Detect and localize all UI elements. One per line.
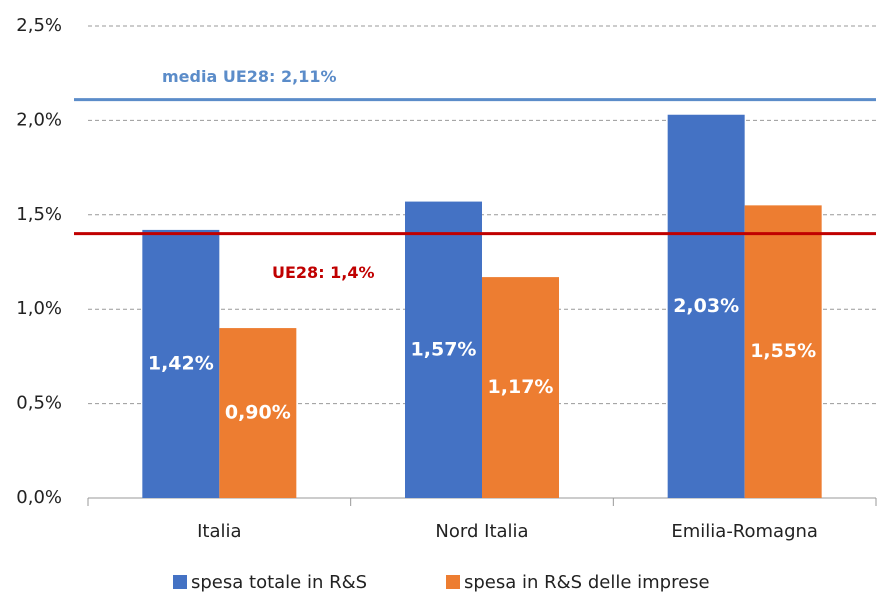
value-label: 1,42% xyxy=(148,352,214,374)
x-tick-label: Italia xyxy=(197,521,241,542)
value-label: 1,55% xyxy=(750,340,816,362)
value-label: 2,03% xyxy=(673,295,739,317)
y-tick-label: 1,0% xyxy=(16,298,62,319)
y-tick-label: 1,5% xyxy=(16,204,62,225)
reference-label: UE28: 1,4% xyxy=(272,263,375,282)
bar xyxy=(405,201,482,499)
bar xyxy=(744,205,822,499)
x-tick-label: Nord Italia xyxy=(435,521,528,542)
value-label: 0,90% xyxy=(225,402,291,424)
y-tick-label: 2,5% xyxy=(16,15,62,36)
bar xyxy=(482,277,559,498)
legend-label: spesa totale in R&S xyxy=(191,572,367,593)
value-label: 1,57% xyxy=(411,338,477,360)
x-tick-label: Emilia-Romagna xyxy=(671,521,818,542)
legend-label: spesa in R&S delle imprese xyxy=(464,572,710,593)
y-tick-label: 0,0% xyxy=(16,487,62,508)
bar xyxy=(142,229,220,499)
reference-label: media UE28: 2,11% xyxy=(162,67,337,86)
bar xyxy=(667,114,745,499)
y-tick-label: 2,0% xyxy=(16,109,62,130)
value-label: 1,17% xyxy=(488,376,554,398)
y-tick-label: 0,5% xyxy=(16,393,62,414)
legend-swatch xyxy=(446,575,460,589)
legend-swatch xyxy=(173,575,187,589)
bar xyxy=(219,328,297,498)
